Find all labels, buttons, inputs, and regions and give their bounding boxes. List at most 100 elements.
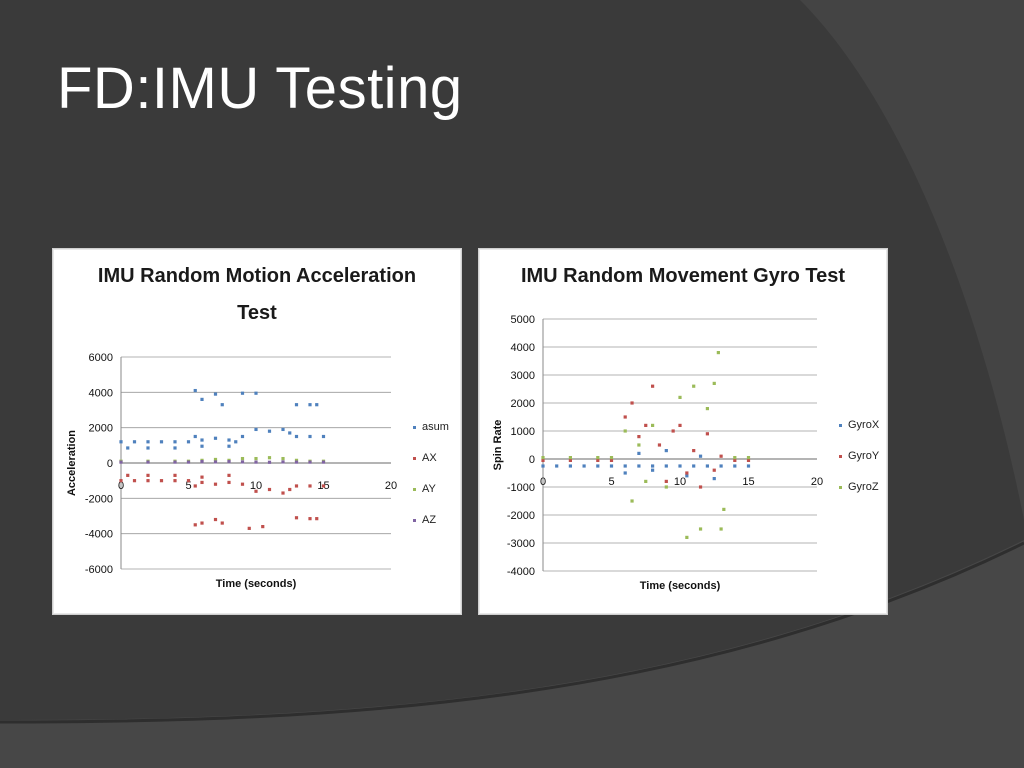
data-point	[555, 464, 559, 468]
data-point	[146, 446, 150, 450]
data-point	[186, 440, 191, 444]
data-point	[637, 443, 641, 447]
data-point	[746, 456, 751, 460]
data-point	[254, 391, 258, 395]
data-point	[261, 525, 265, 529]
data-point	[568, 464, 572, 468]
x-tick-label: 20	[385, 480, 397, 492]
data-point	[308, 517, 312, 521]
y-tick-label: 6000	[89, 352, 113, 364]
x-tick-label: 20	[811, 476, 823, 488]
data-point	[596, 456, 600, 460]
data-point	[712, 381, 716, 385]
data-point	[281, 427, 285, 432]
legend-marker	[839, 455, 842, 458]
data-point	[146, 473, 150, 477]
data-point	[308, 460, 312, 464]
data-point	[193, 523, 197, 527]
data-point	[685, 471, 689, 475]
data-point	[692, 384, 696, 388]
data-point	[637, 435, 641, 439]
data-point	[664, 464, 668, 468]
data-point	[685, 474, 689, 478]
data-point	[213, 392, 218, 396]
data-point	[132, 440, 137, 444]
x-tick-label: 5	[185, 480, 191, 492]
data-point	[200, 475, 204, 479]
y-tick-label: -4000	[85, 529, 113, 541]
data-point	[119, 440, 123, 444]
data-point	[200, 397, 204, 401]
y-tick-label: 5000	[511, 314, 535, 326]
data-point	[200, 480, 204, 485]
x-tick-label: 10	[250, 480, 262, 492]
data-point	[220, 403, 224, 407]
data-point	[657, 443, 662, 447]
data-point	[173, 446, 177, 450]
legend-label: GyroY	[848, 450, 880, 462]
x-tick-label: 10	[674, 476, 686, 488]
data-point	[308, 484, 312, 488]
data-point	[308, 403, 312, 407]
y-tick-label: 3000	[511, 370, 535, 382]
data-point	[119, 460, 123, 464]
data-point	[746, 464, 751, 468]
data-point	[281, 491, 285, 495]
data-point	[664, 479, 668, 483]
data-point	[267, 456, 272, 460]
x-tick-label: 0	[118, 480, 124, 492]
data-point	[200, 459, 204, 464]
data-point	[294, 403, 299, 407]
data-point	[213, 460, 218, 464]
data-point	[247, 526, 251, 530]
data-point	[294, 434, 299, 439]
data-point	[678, 423, 682, 427]
data-point	[213, 436, 218, 440]
data-point	[733, 464, 737, 468]
data-point	[240, 434, 245, 439]
y-tick-label: 4000	[89, 387, 113, 399]
y-tick-label: 1000	[511, 426, 535, 438]
legend-marker	[413, 488, 416, 491]
data-point	[698, 527, 703, 531]
y-tick-label: -3000	[507, 538, 535, 550]
y-tick-label: -2000	[85, 493, 113, 505]
data-point	[678, 464, 682, 468]
legend-label: AY	[422, 483, 437, 495]
data-point	[568, 458, 572, 462]
y-tick-label: 2000	[511, 398, 535, 410]
data-point	[193, 388, 197, 393]
data-point	[671, 429, 675, 433]
data-point	[213, 482, 218, 486]
y-axis-label: Acceleration	[66, 430, 78, 496]
data-point	[321, 484, 326, 488]
y-tick-label: 0	[529, 454, 535, 466]
data-point	[630, 499, 634, 503]
data-point	[321, 460, 326, 464]
data-point	[716, 351, 720, 355]
data-point	[119, 479, 123, 483]
data-point	[288, 487, 292, 492]
legend-marker	[839, 424, 842, 427]
gyro-chart-panel: IMU Random Movement Gyro Test 5000 4000 300…	[478, 248, 888, 615]
data-point	[213, 517, 218, 522]
data-point	[623, 429, 627, 433]
y-tick-label: -2000	[507, 510, 535, 522]
data-point	[733, 456, 737, 460]
data-point	[146, 479, 150, 483]
bg-swoosh-bottom	[0, 540, 1024, 768]
data-point	[596, 464, 600, 468]
data-point	[685, 535, 689, 539]
data-point	[254, 427, 258, 432]
x-tick-label: 5	[608, 476, 614, 488]
data-point	[698, 454, 703, 458]
data-point	[712, 477, 716, 481]
data-point	[126, 446, 130, 450]
data-point	[692, 464, 696, 468]
data-point	[698, 485, 703, 489]
data-point	[722, 507, 726, 511]
acceleration-chart-panel: IMU Random Motion Acceleration Test 6000 40…	[52, 248, 462, 615]
data-point	[712, 468, 716, 472]
data-point	[267, 429, 272, 433]
slide-title: FD:IMU Testing	[57, 56, 463, 121]
